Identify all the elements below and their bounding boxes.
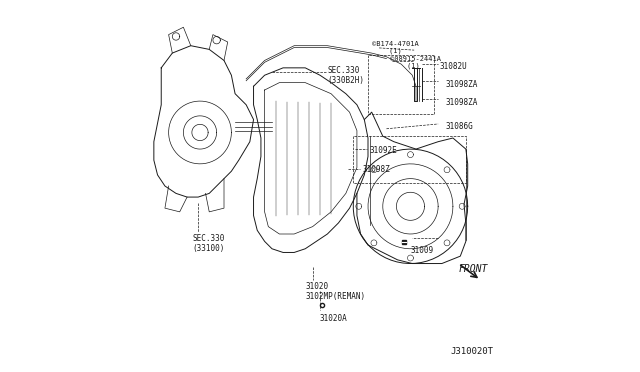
Text: 31098ZA: 31098ZA [445,80,478,89]
Text: 31009: 31009 [410,246,433,255]
Text: 31020
3102MP(REMAN): 31020 3102MP(REMAN) [305,282,365,301]
Text: 31020A: 31020A [320,314,348,323]
Text: 31082U: 31082U [440,61,468,71]
Text: SEC.330
(33100): SEC.330 (33100) [193,234,225,253]
Text: 31092E: 31092E [370,147,397,155]
Text: ©08915-2441A
    (1): ©08915-2441A (1) [390,55,441,69]
Text: ©B174-4701A
    (1): ©B174-4701A (1) [372,41,419,54]
Text: FRONT: FRONT [458,264,488,274]
Text: J310020T: J310020T [451,347,493,356]
Text: 31086G: 31086G [445,122,474,131]
Text: SEC.330
(330B2H): SEC.330 (330B2H) [328,65,364,85]
Text: 31098Z: 31098Z [362,165,390,174]
Text: 31098ZA: 31098ZA [445,99,478,108]
